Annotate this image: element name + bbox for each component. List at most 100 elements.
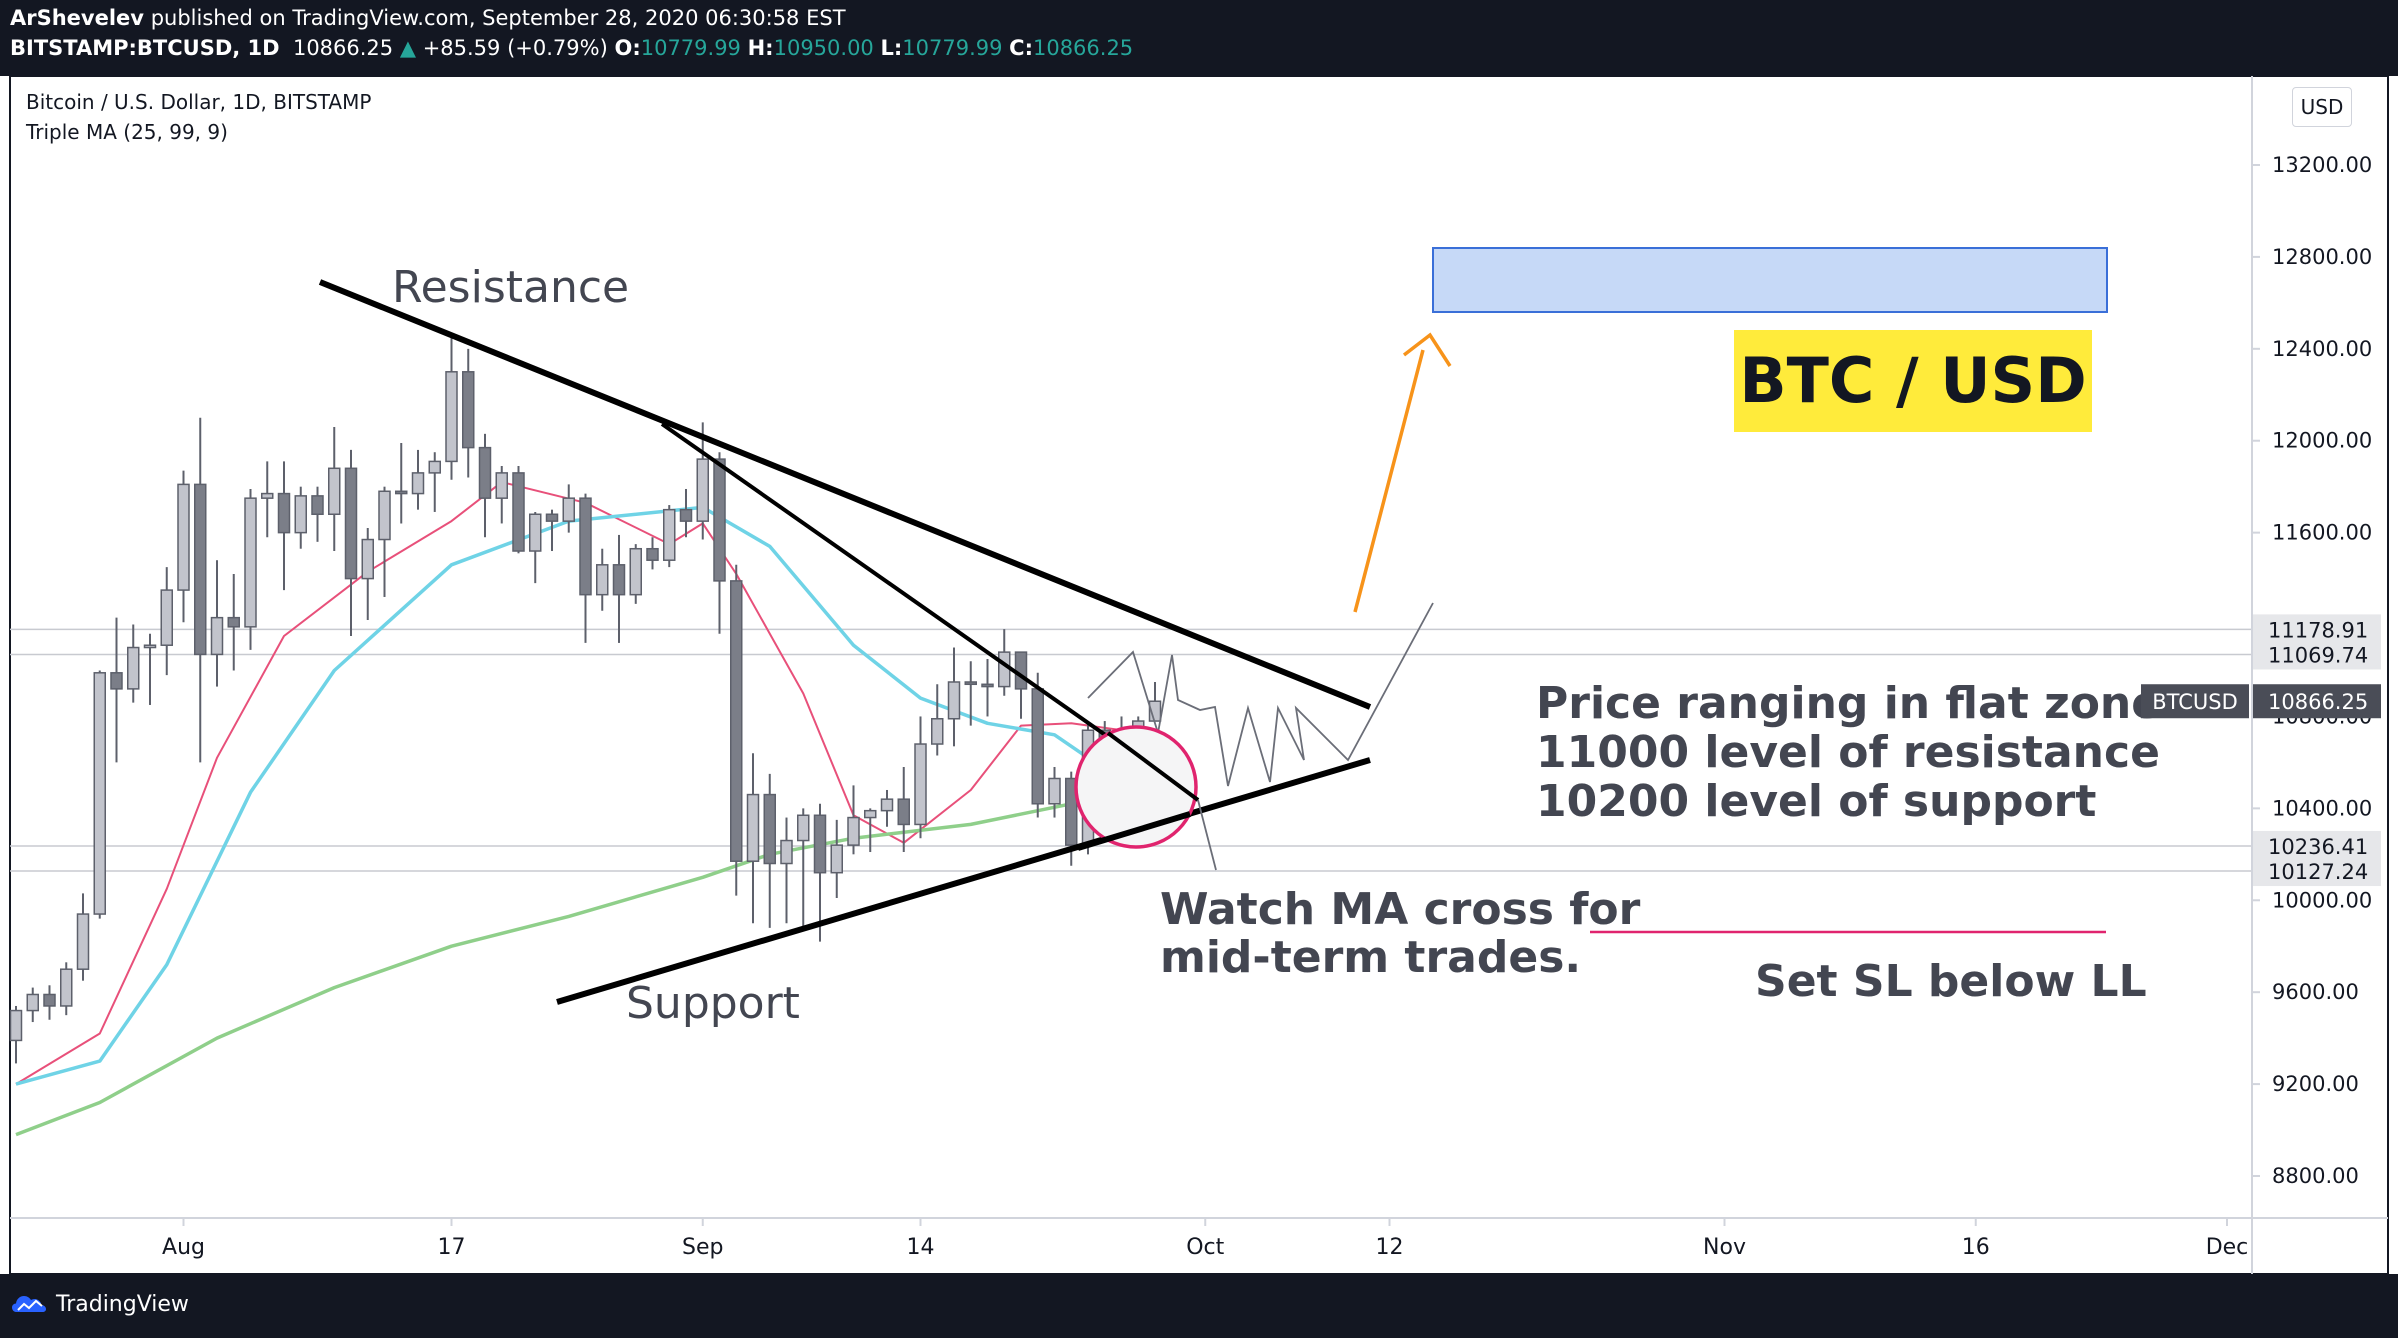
- y-tick-label: 9600.00: [2272, 980, 2359, 1004]
- candle-body: [411, 472, 425, 495]
- y-tick-label: 11600.00: [2272, 521, 2372, 545]
- tradingview-cloud-icon: [12, 1295, 46, 1312]
- stop-loss-note: Set SL below LL: [1755, 956, 2147, 1007]
- candle-body: [763, 793, 776, 865]
- candle-body: [696, 458, 709, 522]
- title-box: [1734, 330, 2092, 432]
- brand-name: TradingView: [56, 1292, 189, 1317]
- high-label: H:: [747, 36, 774, 60]
- support-trendline: [556, 757, 1371, 1005]
- indicator-legend[interactable]: Triple MA (25, 99, 9): [26, 120, 228, 144]
- candle-body: [93, 672, 106, 915]
- candle-body: [746, 793, 760, 862]
- candle-body: [562, 497, 575, 522]
- candle-body: [813, 814, 827, 874]
- candles: [9, 332, 1162, 1064]
- candle-body: [428, 460, 441, 474]
- y-tick-label: 9200.00: [2272, 1072, 2359, 1096]
- candle-body: [830, 844, 843, 874]
- candle-body: [328, 467, 341, 516]
- candle-body: [478, 446, 492, 499]
- current-price-label-bg: [2253, 684, 2381, 719]
- price-axis-label-bg: [2253, 614, 2381, 645]
- candle-body: [663, 508, 676, 561]
- candle-body: [26, 993, 39, 1012]
- candle-body: [947, 681, 961, 720]
- x-tick-label: Oct: [1186, 1235, 1224, 1260]
- candle-body: [1014, 651, 1028, 690]
- price-axis-label: 11178.91: [2268, 618, 2368, 642]
- ma-cross-note-line: mid-term trades.: [1160, 932, 1581, 983]
- candle-body: [964, 681, 977, 686]
- x-tick-label: Sep: [682, 1235, 723, 1260]
- candle-body: [998, 651, 1011, 688]
- price-chart[interactable]: 8800.00 9200.00 9600.00 10000.00 10400.00 108…: [0, 0, 2398, 1274]
- title-box-label: BTC / USD: [1739, 344, 2086, 417]
- candle-body: [277, 492, 291, 534]
- low-label: L:: [880, 36, 903, 60]
- projected-path: [1087, 602, 1434, 787]
- candle-body: [177, 483, 190, 591]
- current-price-label: 10866.25: [2268, 690, 2368, 714]
- candle-body: [361, 538, 374, 580]
- candle-body: [931, 718, 944, 745]
- price-axis-label: 10127.24: [2268, 860, 2368, 884]
- author-name[interactable]: ArShevelev: [10, 6, 144, 30]
- currency-button[interactable]: USD: [2292, 87, 2352, 127]
- candle-body: [110, 672, 123, 690]
- support-label: Support: [626, 978, 800, 1029]
- candle-body: [629, 547, 642, 596]
- candle-body: [529, 513, 542, 552]
- candle-body: [797, 814, 810, 842]
- drawings: [318, 247, 2108, 1005]
- candle-body: [512, 472, 525, 552]
- flat-zone-note-line: 10200 level of support: [1536, 776, 2096, 827]
- candle-body: [76, 913, 90, 970]
- publish-date: published on TradingView.com, September …: [150, 6, 846, 30]
- y-tick-label: 10400.00: [2272, 796, 2372, 820]
- candle-body: [395, 490, 408, 495]
- candle-body: [143, 644, 157, 649]
- symbol-tag-bg: [2141, 684, 2249, 719]
- breakout-arrow-head: [1402, 332, 1452, 367]
- ma-line-3: [15, 781, 1156, 1137]
- candle-body: [311, 495, 324, 516]
- candle-body: [60, 968, 73, 1007]
- candle-body: [864, 809, 877, 819]
- x-tick-label: Aug: [162, 1235, 205, 1260]
- candle-body: [1031, 688, 1044, 805]
- annotation-texts: Resistance Support BTC / USD Price ranging …: [392, 262, 2179, 1029]
- x-tick-label: Dec: [2206, 1235, 2249, 1260]
- y-tick-label: 8800.00: [2272, 1164, 2359, 1188]
- x-tick-label: Nov: [1703, 1235, 1746, 1260]
- close-value: 10866.25: [1032, 36, 1134, 60]
- candle-body: [596, 564, 609, 596]
- ma-cross-circle: [1074, 725, 1198, 849]
- candle-body: [227, 616, 240, 628]
- candle-body: [462, 371, 475, 449]
- flat-zone-note-line: Price ranging in flat zone:: [1536, 678, 2179, 729]
- publish-header: ArShevelev published on TradingView.com,…: [0, 0, 2398, 76]
- up-arrow-icon: ▲: [399, 36, 416, 60]
- breakout-arrow-shaft: [1353, 349, 1425, 613]
- candle-body: [1065, 777, 1078, 846]
- candle-body: [679, 508, 693, 522]
- candle-body: [847, 816, 860, 846]
- candle-body: [897, 798, 910, 826]
- chart-legend-title[interactable]: Bitcoin / U.S. Dollar, 1D, BITSTAMP: [26, 90, 372, 114]
- x-tick-label: 14: [907, 1235, 935, 1260]
- symbol-label: BITSTAMP:BTCUSD, 1D: [10, 36, 280, 60]
- candle-body: [612, 564, 626, 596]
- candle-body: [713, 458, 726, 582]
- symbol-tag: BTCUSD: [2152, 690, 2238, 714]
- candle-body: [730, 580, 743, 862]
- tradingview-logo[interactable]: TradingView: [12, 1292, 189, 1317]
- y-tick-label: 10000.00: [2272, 888, 2372, 912]
- y-tick-label: 12800.00: [2272, 245, 2372, 269]
- price-axis-label-bg: [2253, 830, 2381, 861]
- candle-body: [545, 513, 559, 522]
- candle-body: [981, 683, 994, 688]
- price-axis-label-bg: [2253, 856, 2381, 887]
- inner-trendline-front: [1106, 731, 1200, 802]
